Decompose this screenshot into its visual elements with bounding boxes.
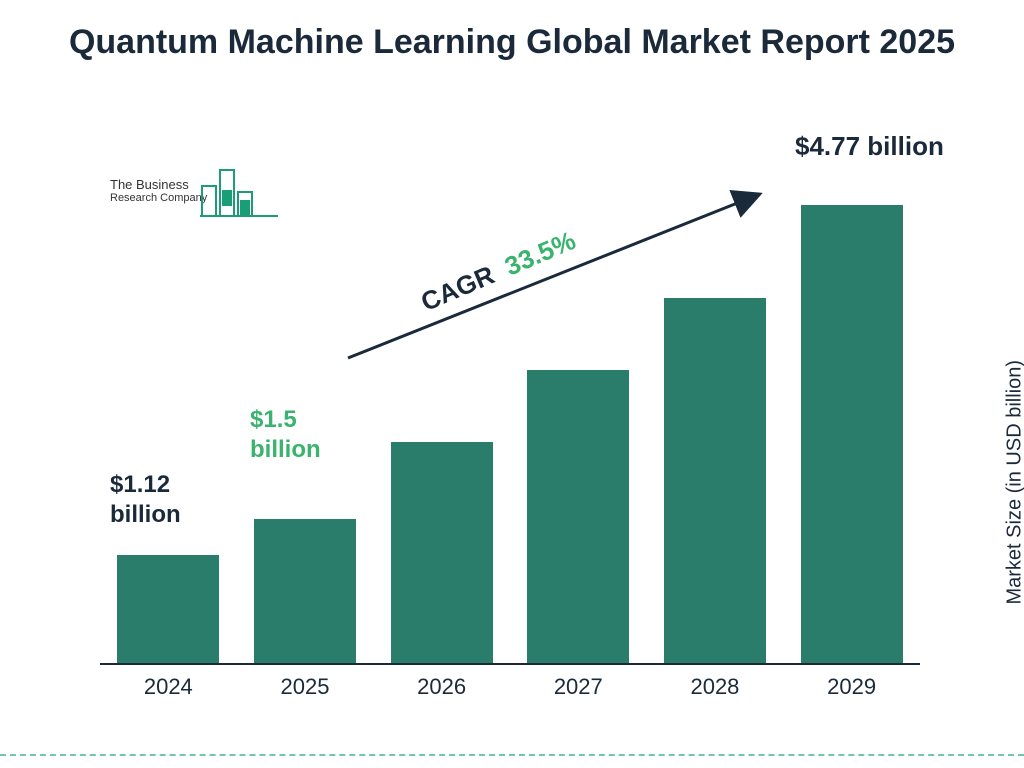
chart-canvas: Quantum Machine Learning Global Market R… — [0, 0, 1024, 768]
x-tick-label: 2029 — [784, 674, 919, 700]
bar-slot — [784, 205, 919, 663]
callout-2024: $1.12 billion — [110, 470, 230, 530]
y-axis-label: Market Size (in USD billion) — [1004, 360, 1024, 605]
bar-slot — [101, 555, 236, 663]
trend-arrow-icon — [340, 190, 780, 370]
x-axis-labels: 202420252026202720282029 — [100, 669, 920, 705]
bar — [254, 519, 356, 663]
callout-2025: $1.5 billion — [250, 405, 370, 465]
bar-slot — [374, 442, 509, 663]
callout-2024-value: $1.12 — [110, 471, 170, 498]
bar-slot — [511, 370, 646, 663]
callout-2024-unit: billion — [110, 501, 181, 528]
x-tick-label: 2025 — [237, 674, 372, 700]
x-tick-label: 2024 — [101, 674, 236, 700]
bar — [527, 370, 629, 663]
callout-2029: $4.77 billion — [795, 130, 975, 163]
callout-2025-value: $1.5 — [250, 406, 297, 433]
x-tick-label: 2026 — [374, 674, 509, 700]
bar — [391, 442, 493, 663]
bar — [117, 555, 219, 663]
chart-title: Quantum Machine Learning Global Market R… — [0, 22, 1024, 63]
cagr-annotation: CAGR 33.5% — [340, 190, 780, 370]
callout-2025-unit: billion — [250, 436, 321, 463]
x-tick-label: 2028 — [647, 674, 782, 700]
footer-divider — [0, 754, 1024, 756]
bar-slot — [237, 519, 372, 663]
bar — [801, 205, 903, 663]
x-tick-label: 2027 — [511, 674, 646, 700]
x-axis — [100, 663, 920, 665]
